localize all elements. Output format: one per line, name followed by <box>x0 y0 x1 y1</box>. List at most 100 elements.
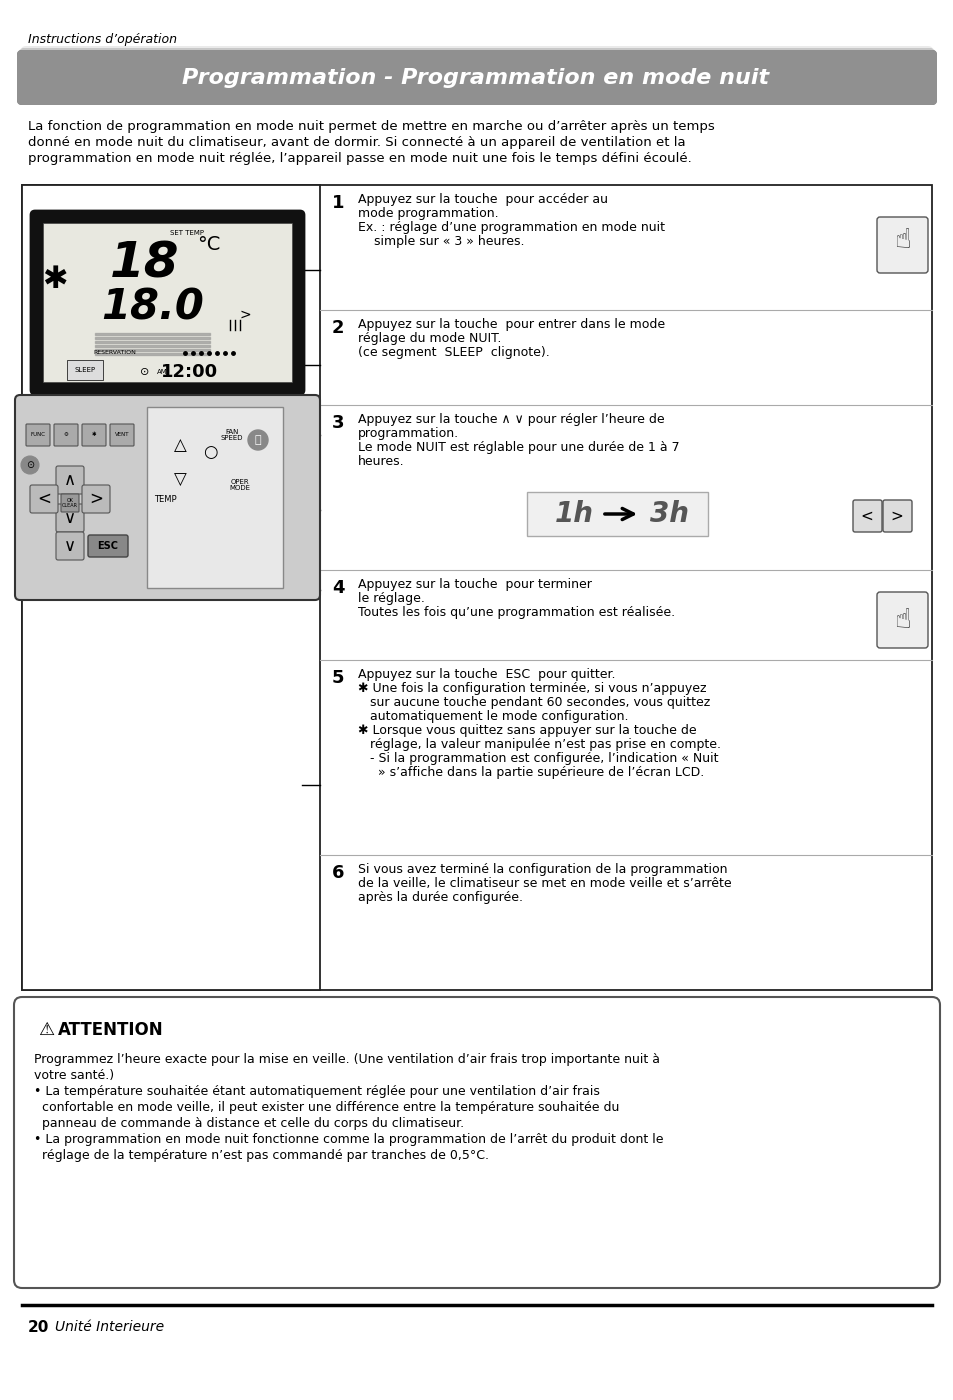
Text: SLEEP: SLEEP <box>74 367 95 372</box>
Text: 2: 2 <box>332 319 344 337</box>
Text: programmation.: programmation. <box>357 427 458 440</box>
Text: TEMP: TEMP <box>153 496 176 504</box>
Text: Programmez l’heure exacte pour la mise en veille. (Une ventilation d’air frais t: Programmez l’heure exacte pour la mise e… <box>34 1053 659 1065</box>
Text: Appuyez sur la touche  pour accéder au: Appuyez sur la touche pour accéder au <box>357 193 607 206</box>
Text: panneau de commande à distance et celle du corps du climatiseur.: panneau de commande à distance et celle … <box>34 1117 464 1130</box>
Text: ESC: ESC <box>97 540 118 552</box>
FancyBboxPatch shape <box>15 395 319 601</box>
Text: réglage de la température n’est pas commandé par tranches de 0,5°C.: réglage de la température n’est pas comm… <box>34 1149 489 1162</box>
Text: Programmation - Programmation en mode nuit: Programmation - Programmation en mode nu… <box>182 69 769 88</box>
Text: 5: 5 <box>332 669 344 687</box>
Text: ⚙: ⚙ <box>64 433 69 437</box>
Text: La fonction de programmation en mode nuit permet de mettre en marche ou d’arrête: La fonction de programmation en mode nui… <box>28 120 714 133</box>
Text: après la durée configurée.: après la durée configurée. <box>357 890 522 904</box>
Text: VENT: VENT <box>114 433 129 437</box>
FancyBboxPatch shape <box>56 532 84 560</box>
FancyBboxPatch shape <box>22 185 319 990</box>
Text: ✱: ✱ <box>91 433 96 437</box>
Text: ✱: ✱ <box>42 266 68 294</box>
FancyBboxPatch shape <box>56 466 84 494</box>
FancyBboxPatch shape <box>88 535 128 557</box>
Text: ⚠: ⚠ <box>38 1021 54 1039</box>
Text: Appuyez sur la touche  ESC  pour quitter.: Appuyez sur la touche ESC pour quitter. <box>357 668 615 680</box>
FancyBboxPatch shape <box>876 592 927 648</box>
Text: • La programmation en mode nuit fonctionne comme la programmation de l’arrêt du : • La programmation en mode nuit fonction… <box>34 1133 662 1147</box>
Circle shape <box>248 430 268 449</box>
FancyBboxPatch shape <box>882 500 911 532</box>
FancyBboxPatch shape <box>19 48 934 104</box>
Text: ⊙: ⊙ <box>140 367 150 377</box>
Text: FUNC: FUNC <box>30 433 46 437</box>
Text: 6: 6 <box>332 864 344 882</box>
Text: OPER
MODE: OPER MODE <box>230 479 251 491</box>
Text: (ce segment  SLEEP  clignote).: (ce segment SLEEP clignote). <box>357 346 549 358</box>
Text: ✱ Une fois la configuration terminée, si vous n’appuyez: ✱ Une fois la configuration terminée, si… <box>357 682 706 694</box>
Text: >: > <box>890 508 902 524</box>
FancyBboxPatch shape <box>17 50 936 105</box>
Text: 4: 4 <box>332 580 344 596</box>
Text: réglage du mode NUIT.: réglage du mode NUIT. <box>357 332 501 344</box>
Text: Toutes les fois qu’une programmation est réalisée.: Toutes les fois qu’une programmation est… <box>357 606 675 619</box>
Text: AM: AM <box>157 370 168 375</box>
FancyBboxPatch shape <box>56 504 84 532</box>
Text: automatiquement le mode configuration.: automatiquement le mode configuration. <box>357 710 628 722</box>
Text: <: < <box>860 508 872 524</box>
Text: heures.: heures. <box>357 455 404 468</box>
Text: • La température souhaitée étant automatiquement réglée pour une ventilation d’a: • La température souhaitée étant automat… <box>34 1085 599 1098</box>
Text: SET TEMP: SET TEMP <box>170 230 204 237</box>
Text: °C: °C <box>196 235 220 255</box>
Text: 3: 3 <box>332 414 344 433</box>
Text: 20: 20 <box>28 1319 50 1334</box>
Text: Instructions d’opération: Instructions d’opération <box>28 34 177 46</box>
Text: <: < <box>37 490 51 508</box>
FancyBboxPatch shape <box>30 484 58 512</box>
FancyBboxPatch shape <box>852 500 882 532</box>
FancyBboxPatch shape <box>61 494 79 512</box>
Text: Unité Interieure: Unité Interieure <box>55 1320 164 1334</box>
Text: Appuyez sur la touche  pour entrer dans le mode: Appuyez sur la touche pour entrer dans l… <box>357 318 664 330</box>
Text: ATTENTION: ATTENTION <box>58 1021 164 1039</box>
Text: programmation en mode nuit réglée, l’appareil passe en mode nuit une fois le tem: programmation en mode nuit réglée, l’app… <box>28 153 691 165</box>
Text: réglage, la valeur manipulée n’est pas prise en compte.: réglage, la valeur manipulée n’est pas p… <box>357 738 720 750</box>
Text: 18: 18 <box>111 239 179 287</box>
Text: ▽: ▽ <box>173 470 186 489</box>
Text: le réglage.: le réglage. <box>357 592 424 605</box>
FancyBboxPatch shape <box>43 223 292 382</box>
FancyBboxPatch shape <box>22 185 931 990</box>
Text: ∧: ∧ <box>64 470 76 489</box>
Text: OK
CLEAR: OK CLEAR <box>62 497 78 508</box>
Text: Appuyez sur la touche ∧ ∨ pour régler l’heure de: Appuyez sur la touche ∧ ∨ pour régler l’… <box>357 413 664 426</box>
FancyBboxPatch shape <box>54 424 78 447</box>
Text: Le mode NUIT est réglable pour une durée de 1 à 7: Le mode NUIT est réglable pour une durée… <box>357 441 679 454</box>
FancyBboxPatch shape <box>110 424 133 447</box>
Text: » s’affiche dans la partie supérieure de l’écran LCD.: » s’affiche dans la partie supérieure de… <box>357 766 703 778</box>
FancyBboxPatch shape <box>526 491 707 536</box>
FancyBboxPatch shape <box>147 407 283 588</box>
FancyBboxPatch shape <box>21 46 932 101</box>
Text: 12:00: 12:00 <box>161 363 218 381</box>
Text: 3h: 3h <box>649 500 688 528</box>
FancyBboxPatch shape <box>30 211 304 393</box>
Text: Si vous avez terminé la configuration de la programmation: Si vous avez terminé la configuration de… <box>357 862 727 876</box>
Text: - Si la programmation est configurée, l’indication « Nuit: - Si la programmation est configurée, l’… <box>357 752 718 764</box>
Text: confortable en mode veille, il peut exister une différence entre la température : confortable en mode veille, il peut exis… <box>34 1100 618 1114</box>
Text: sur aucune touche pendant 60 secondes, vous quittez: sur aucune touche pendant 60 secondes, v… <box>357 696 709 708</box>
Text: donné en mode nuit du climatiseur, avant de dormir. Si connecté à un appareil de: donné en mode nuit du climatiseur, avant… <box>28 136 685 148</box>
Text: RESERVATION: RESERVATION <box>93 350 136 356</box>
FancyBboxPatch shape <box>17 50 936 105</box>
Text: △: △ <box>173 435 186 454</box>
Text: >: > <box>239 308 251 322</box>
FancyBboxPatch shape <box>26 424 50 447</box>
Text: Appuyez sur la touche  pour terminer: Appuyez sur la touche pour terminer <box>357 578 591 591</box>
Text: ⊙: ⊙ <box>26 461 34 470</box>
Text: 18.0: 18.0 <box>101 286 204 328</box>
Text: FAN
SPEED: FAN SPEED <box>220 428 243 441</box>
Text: ∨: ∨ <box>64 538 76 554</box>
FancyBboxPatch shape <box>876 217 927 273</box>
FancyBboxPatch shape <box>82 484 110 512</box>
Text: >: > <box>89 490 103 508</box>
Text: ✱ Lorsque vous quittez sans appuyer sur la touche de: ✱ Lorsque vous quittez sans appuyer sur … <box>357 724 696 736</box>
Text: ⏻: ⏻ <box>254 435 261 445</box>
Text: Ex. : réglage d’une programmation en mode nuit: Ex. : réglage d’une programmation en mod… <box>357 221 664 234</box>
Text: votre santé.): votre santé.) <box>34 1070 114 1082</box>
